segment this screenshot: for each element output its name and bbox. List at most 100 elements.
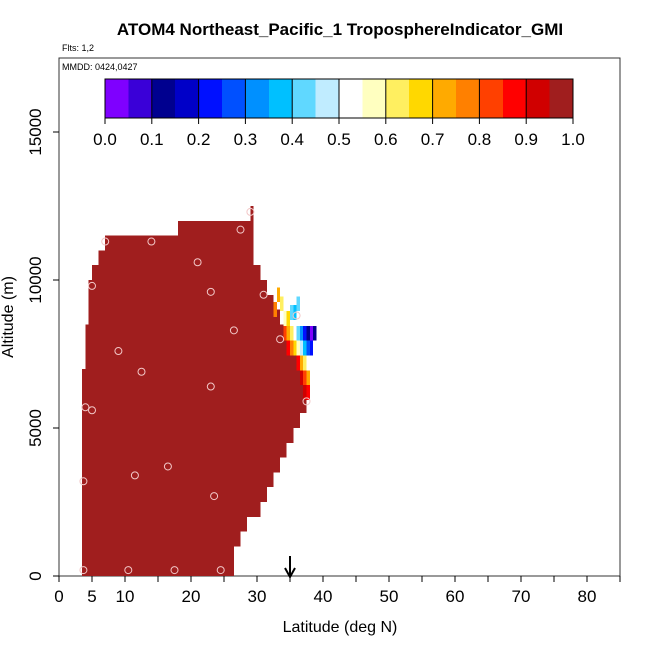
- region-cell: [82, 487, 267, 502]
- edge-cell: [296, 355, 300, 371]
- edge-cell: [293, 325, 297, 341]
- colorbar-tick-label: 0.5: [327, 130, 351, 149]
- sample-point: [302, 397, 311, 406]
- region-cell: [82, 457, 281, 473]
- colorbar-tick-label: 0.1: [140, 130, 164, 149]
- x-tick-label: 60: [446, 587, 465, 606]
- x-tick-label: 5: [87, 587, 96, 606]
- region-cell: [82, 398, 307, 414]
- region-cell: [82, 502, 261, 517]
- colorbar-segment: [339, 79, 363, 118]
- x-tick-label: 30: [248, 587, 267, 606]
- region-cell: [82, 442, 287, 458]
- region-cell: [82, 472, 274, 488]
- colorbar-segment: [526, 79, 551, 118]
- edge-cell: [303, 370, 307, 386]
- region-cell: [250, 206, 254, 221]
- edge-cell: [283, 325, 287, 341]
- colorbar-segment: [432, 79, 457, 118]
- edge-cell: [296, 340, 300, 356]
- sample-point: [88, 406, 96, 415]
- edge-cell: [306, 385, 310, 400]
- sample-point: [236, 225, 245, 234]
- edge-cell: [296, 325, 300, 341]
- edge-cell: [299, 370, 304, 386]
- colorbar-tick-label: 0.2: [187, 130, 211, 149]
- y-axis: 0 5000 10000 15000: [26, 108, 59, 581]
- region-cell: [88, 309, 281, 325]
- latitude-marker-arrow: [284, 556, 296, 580]
- sample-point: [163, 462, 172, 471]
- region-cell: [85, 339, 300, 369]
- edge-cell: [283, 311, 287, 326]
- edge-cell: [290, 340, 294, 356]
- region-cell: [88, 280, 267, 295]
- colorbar-segment: [362, 79, 387, 118]
- x-axis: 0 5 10 20 30 40 50 60 70 80: [54, 576, 621, 606]
- edge-cell: [290, 305, 294, 320]
- flights-label: Flts: 1,2: [62, 43, 94, 53]
- x-tick-label: 70: [512, 587, 531, 606]
- colorbar-tick-label: 0.3: [234, 130, 258, 149]
- colorbar-segment: [409, 79, 434, 118]
- colorbar-tick-label: 1.0: [561, 130, 585, 149]
- edge-cell: [309, 325, 314, 341]
- y-axis-label: Altitude (m): [0, 276, 17, 358]
- sample-point: [147, 237, 156, 246]
- y-tick-label: 15000: [26, 108, 45, 155]
- edge-cell: [296, 296, 300, 312]
- sample-point: [81, 403, 90, 412]
- sample-point: [137, 367, 146, 376]
- edge-cell: [276, 287, 281, 303]
- edge-cell: [303, 325, 307, 341]
- edge-cell: [299, 325, 304, 341]
- colorbar-segment: [268, 79, 293, 118]
- edge-cell: [299, 355, 304, 371]
- sample-point: [193, 258, 202, 267]
- edge-cell: [303, 385, 307, 400]
- sample-point: [101, 237, 110, 246]
- y-tick-label: 10000: [26, 256, 45, 303]
- region-cell: [92, 265, 261, 280]
- region-cell: [82, 368, 307, 399]
- edge-cell: [290, 325, 294, 341]
- colorbar-segment: [175, 79, 200, 118]
- colorbar-segment: [315, 79, 340, 118]
- region-cell: [88, 294, 274, 310]
- colorbar-segment: [105, 79, 129, 118]
- colorbar-segment: [292, 79, 317, 118]
- region-cell: [177, 220, 254, 236]
- colorbar-segment: [245, 79, 270, 118]
- colorbar-segment: [385, 79, 410, 118]
- x-tick-label: 20: [182, 587, 201, 606]
- sample-point: [206, 287, 215, 296]
- sample-point: [170, 566, 179, 575]
- edge-cell: [306, 355, 310, 371]
- x-axis-label: Latitude (deg N): [283, 619, 398, 636]
- sample-point: [216, 566, 225, 575]
- sample-point: [88, 281, 96, 290]
- edge-cell: [306, 370, 310, 386]
- edge-cell: [306, 340, 310, 356]
- region-cell: [98, 250, 254, 266]
- y-tick-label: 5000: [26, 409, 45, 447]
- x-tick-label: 80: [578, 587, 597, 606]
- y-tick-label: 0: [26, 571, 45, 580]
- colorbar-segment: [198, 79, 223, 118]
- sample-point: [210, 492, 219, 501]
- edge-cell: [309, 340, 314, 356]
- x-tick-label: 10: [116, 587, 135, 606]
- sample-point: [79, 566, 88, 575]
- sample-point: [114, 347, 123, 356]
- edge-cell: [303, 340, 307, 356]
- edge-cell: [286, 340, 290, 356]
- region-cell: [82, 546, 234, 576]
- x-tick-label: 50: [380, 587, 399, 606]
- edge-cell: [313, 325, 317, 341]
- region-cell: [82, 428, 294, 443]
- region-cell: [85, 324, 287, 340]
- colorbar-segment: [479, 79, 504, 118]
- sample-point: [130, 471, 139, 480]
- sample-point: [229, 326, 238, 335]
